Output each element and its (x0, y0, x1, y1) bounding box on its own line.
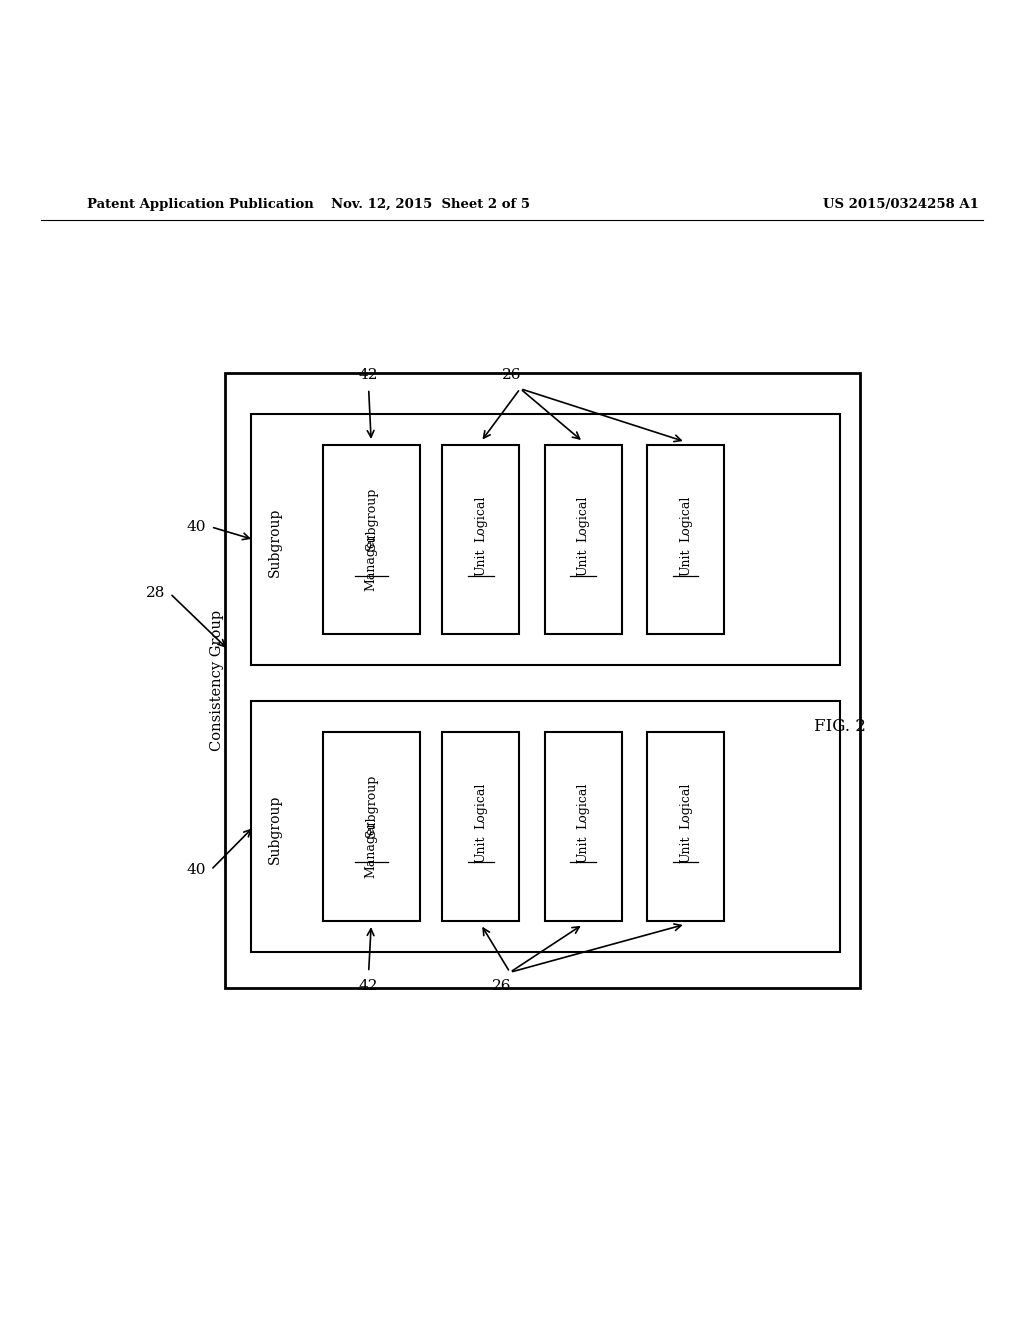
Bar (251, 701, 840, 952)
Text: 40: 40 (186, 520, 207, 533)
Bar (647, 731, 724, 921)
Bar (545, 731, 622, 921)
Text: Patent Application Publication: Patent Application Publication (87, 198, 313, 211)
Text: Subgroup: Subgroup (267, 795, 282, 863)
Text: Unit: Unit (577, 836, 590, 863)
Text: Logical: Logical (679, 783, 692, 829)
Text: 42: 42 (358, 978, 379, 993)
Text: Subgroup: Subgroup (365, 775, 378, 837)
Bar (323, 731, 420, 921)
Text: 28: 28 (146, 586, 165, 601)
Text: 26: 26 (492, 978, 512, 993)
Text: Unit: Unit (577, 548, 590, 576)
Text: Unit: Unit (679, 548, 692, 576)
Text: FIG. 2: FIG. 2 (814, 718, 865, 735)
Text: Nov. 12, 2015  Sheet 2 of 5: Nov. 12, 2015 Sheet 2 of 5 (331, 198, 529, 211)
Bar (251, 414, 840, 665)
Bar (545, 445, 622, 635)
Text: Unit: Unit (679, 836, 692, 863)
Text: Logical: Logical (577, 496, 590, 543)
Text: Unit: Unit (474, 548, 487, 576)
Text: Logical: Logical (474, 783, 487, 829)
Text: Logical: Logical (577, 783, 590, 829)
Text: Manager: Manager (365, 533, 378, 591)
Text: Consistency Group: Consistency Group (210, 610, 224, 751)
Text: 40: 40 (186, 863, 207, 876)
Bar (442, 445, 519, 635)
Bar (647, 445, 724, 635)
Text: Unit: Unit (474, 836, 487, 863)
Text: 42: 42 (358, 368, 379, 383)
Text: Logical: Logical (679, 496, 692, 543)
Text: Subgroup: Subgroup (267, 508, 282, 577)
Text: 26: 26 (502, 368, 522, 383)
Text: Manager: Manager (365, 820, 378, 878)
Bar (442, 731, 519, 921)
Bar (323, 445, 420, 635)
Text: US 2015/0324258 A1: US 2015/0324258 A1 (823, 198, 979, 211)
Text: Logical: Logical (474, 496, 487, 543)
Bar (225, 374, 860, 987)
Text: Subgroup: Subgroup (365, 488, 378, 550)
